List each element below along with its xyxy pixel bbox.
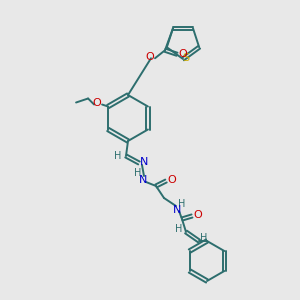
Text: O: O (178, 49, 188, 59)
Text: S: S (182, 53, 190, 63)
Text: H: H (200, 233, 208, 243)
Text: H: H (175, 224, 183, 234)
Text: O: O (194, 210, 202, 220)
Text: O: O (93, 98, 101, 109)
Text: N: N (173, 205, 181, 215)
Text: H: H (114, 151, 122, 161)
Text: O: O (168, 175, 176, 185)
Text: H: H (178, 199, 186, 209)
Text: H: H (134, 168, 142, 178)
Text: N: N (140, 157, 148, 167)
Text: O: O (146, 52, 154, 62)
Text: N: N (139, 175, 147, 185)
